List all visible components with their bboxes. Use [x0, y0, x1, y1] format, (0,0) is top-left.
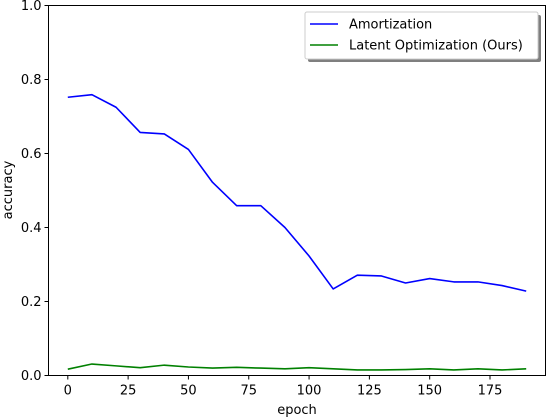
y-axis: 0.0 0.2 0.4 0.6 0.8 1.0 [21, 0, 49, 384]
legend-label-0: Amortization [349, 18, 432, 33]
legend-box [304, 11, 539, 60]
plot-frame [48, 5, 546, 376]
x-tick-label: 100 [297, 384, 322, 399]
x-tick-label: 25 [120, 384, 137, 399]
x-tick-label: 0 [64, 384, 72, 399]
y-tick-label: 0.2 [21, 295, 42, 310]
y-axis-label: accuracy [1, 160, 16, 219]
x-tick-label: 75 [240, 384, 257, 399]
series-line-1 [67, 363, 527, 371]
legend-label-1: Latent Optimization (Ours) [349, 39, 523, 54]
y-tick-label: 0.8 [21, 73, 42, 88]
x-tick-label: 175 [478, 384, 503, 399]
x-axis-label: epoch [277, 403, 317, 418]
y-tick-label: 1.0 [21, 0, 42, 14]
y-tick-label: 0.6 [21, 147, 42, 162]
x-tick-label: 50 [180, 384, 197, 399]
y-tick-label: 0.4 [21, 221, 42, 236]
legend: Amortization Latent Optimization (Ours) [304, 11, 541, 62]
series-layer [67, 93, 527, 371]
series-line-0 [67, 93, 527, 292]
y-tick-label: 0.0 [21, 369, 42, 384]
x-axis: 0 25 50 75 100 125 150 175 [64, 375, 503, 399]
x-tick-label: 125 [357, 384, 382, 399]
x-tick-label: 150 [417, 384, 442, 399]
